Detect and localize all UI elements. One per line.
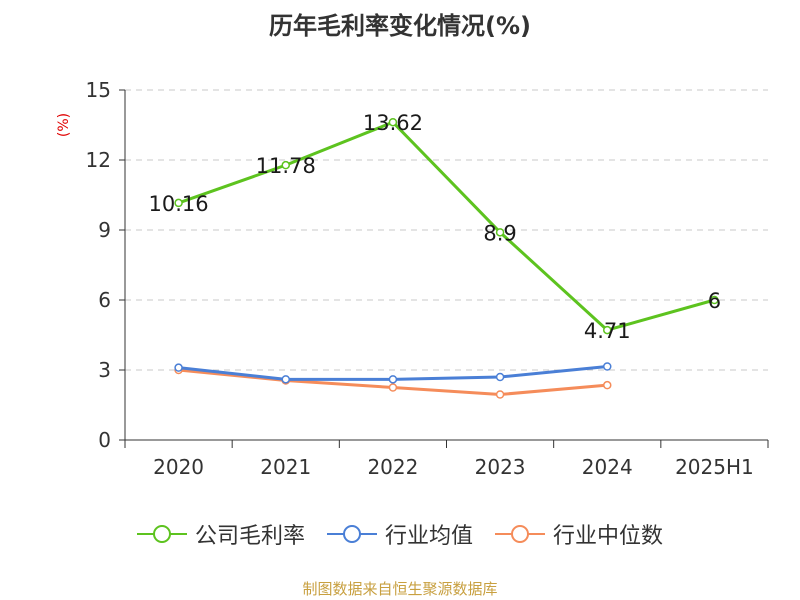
data-point: [495, 228, 505, 237]
data-label: 13.62: [363, 111, 423, 135]
legend-label: 行业中位数: [553, 524, 664, 549]
data-point: [174, 363, 183, 372]
y-tick-label: 6: [98, 288, 111, 312]
data-point: [388, 383, 398, 392]
x-tick-label: 2022: [367, 455, 418, 479]
data-label: 10.16: [149, 192, 209, 216]
data-point: [388, 375, 398, 384]
y-tick-label: 3: [98, 358, 111, 382]
y-tick-label: 9: [98, 218, 111, 242]
data-label: 8.9: [483, 221, 516, 245]
data-labels: 10.16 11.78 13.62 8.9 4.71 6: [149, 111, 722, 343]
data-label: 4.71: [584, 319, 631, 343]
data-label: 6: [708, 289, 721, 313]
legend-label: 公司毛利率: [194, 524, 305, 549]
y-axis-unit-label: (%): [56, 113, 72, 137]
data-point: [281, 160, 290, 170]
legend-item-industry-median[interactable]: 行业中位数: [495, 518, 663, 550]
source-note: 制图数据来自恒生聚源数据库: [302, 580, 498, 598]
y-tick-label: 0: [98, 428, 111, 452]
legend-line-circle-icon: [326, 525, 377, 543]
gridlines: [125, 89, 768, 371]
data-point: [603, 325, 612, 335]
data-point: [174, 198, 183, 208]
data-point: [603, 380, 612, 390]
x-tick-label: 2025H1: [675, 455, 754, 479]
legend-item-industry-avg[interactable]: 行业均值: [326, 518, 473, 550]
legend-label: 行业均值: [384, 524, 473, 549]
data-point: [281, 375, 290, 384]
data-point: [495, 372, 505, 382]
chart-title: 历年毛利率变化情况(%): [269, 12, 531, 40]
legend: 公司毛利率 行业均值 行业中位数: [0, 518, 800, 550]
legend-item-company[interactable]: 公司毛利率: [136, 518, 305, 550]
x-tick-label: 2021: [260, 455, 311, 479]
y-tick-label: 15: [86, 78, 111, 102]
data-point: [388, 117, 398, 127]
x-tick-label: 2020: [153, 455, 204, 479]
y-tick-label: 12: [86, 148, 111, 172]
x-tick-label: 2023: [475, 455, 526, 479]
data-point: [495, 390, 505, 399]
legend-line-circle-icon: [136, 525, 187, 543]
data-point: [603, 362, 612, 371]
series-line: [178, 120, 715, 332]
data-point: [710, 295, 719, 305]
x-tick-label: 2024: [582, 455, 633, 479]
legend-line-circle-icon: [495, 525, 545, 543]
data-label: 11.78: [256, 154, 316, 178]
axes: 0 3 6 9 12 15 2020 2021 2022 2023 2024 2025H1: [86, 78, 769, 479]
series-lines: [174, 117, 719, 399]
